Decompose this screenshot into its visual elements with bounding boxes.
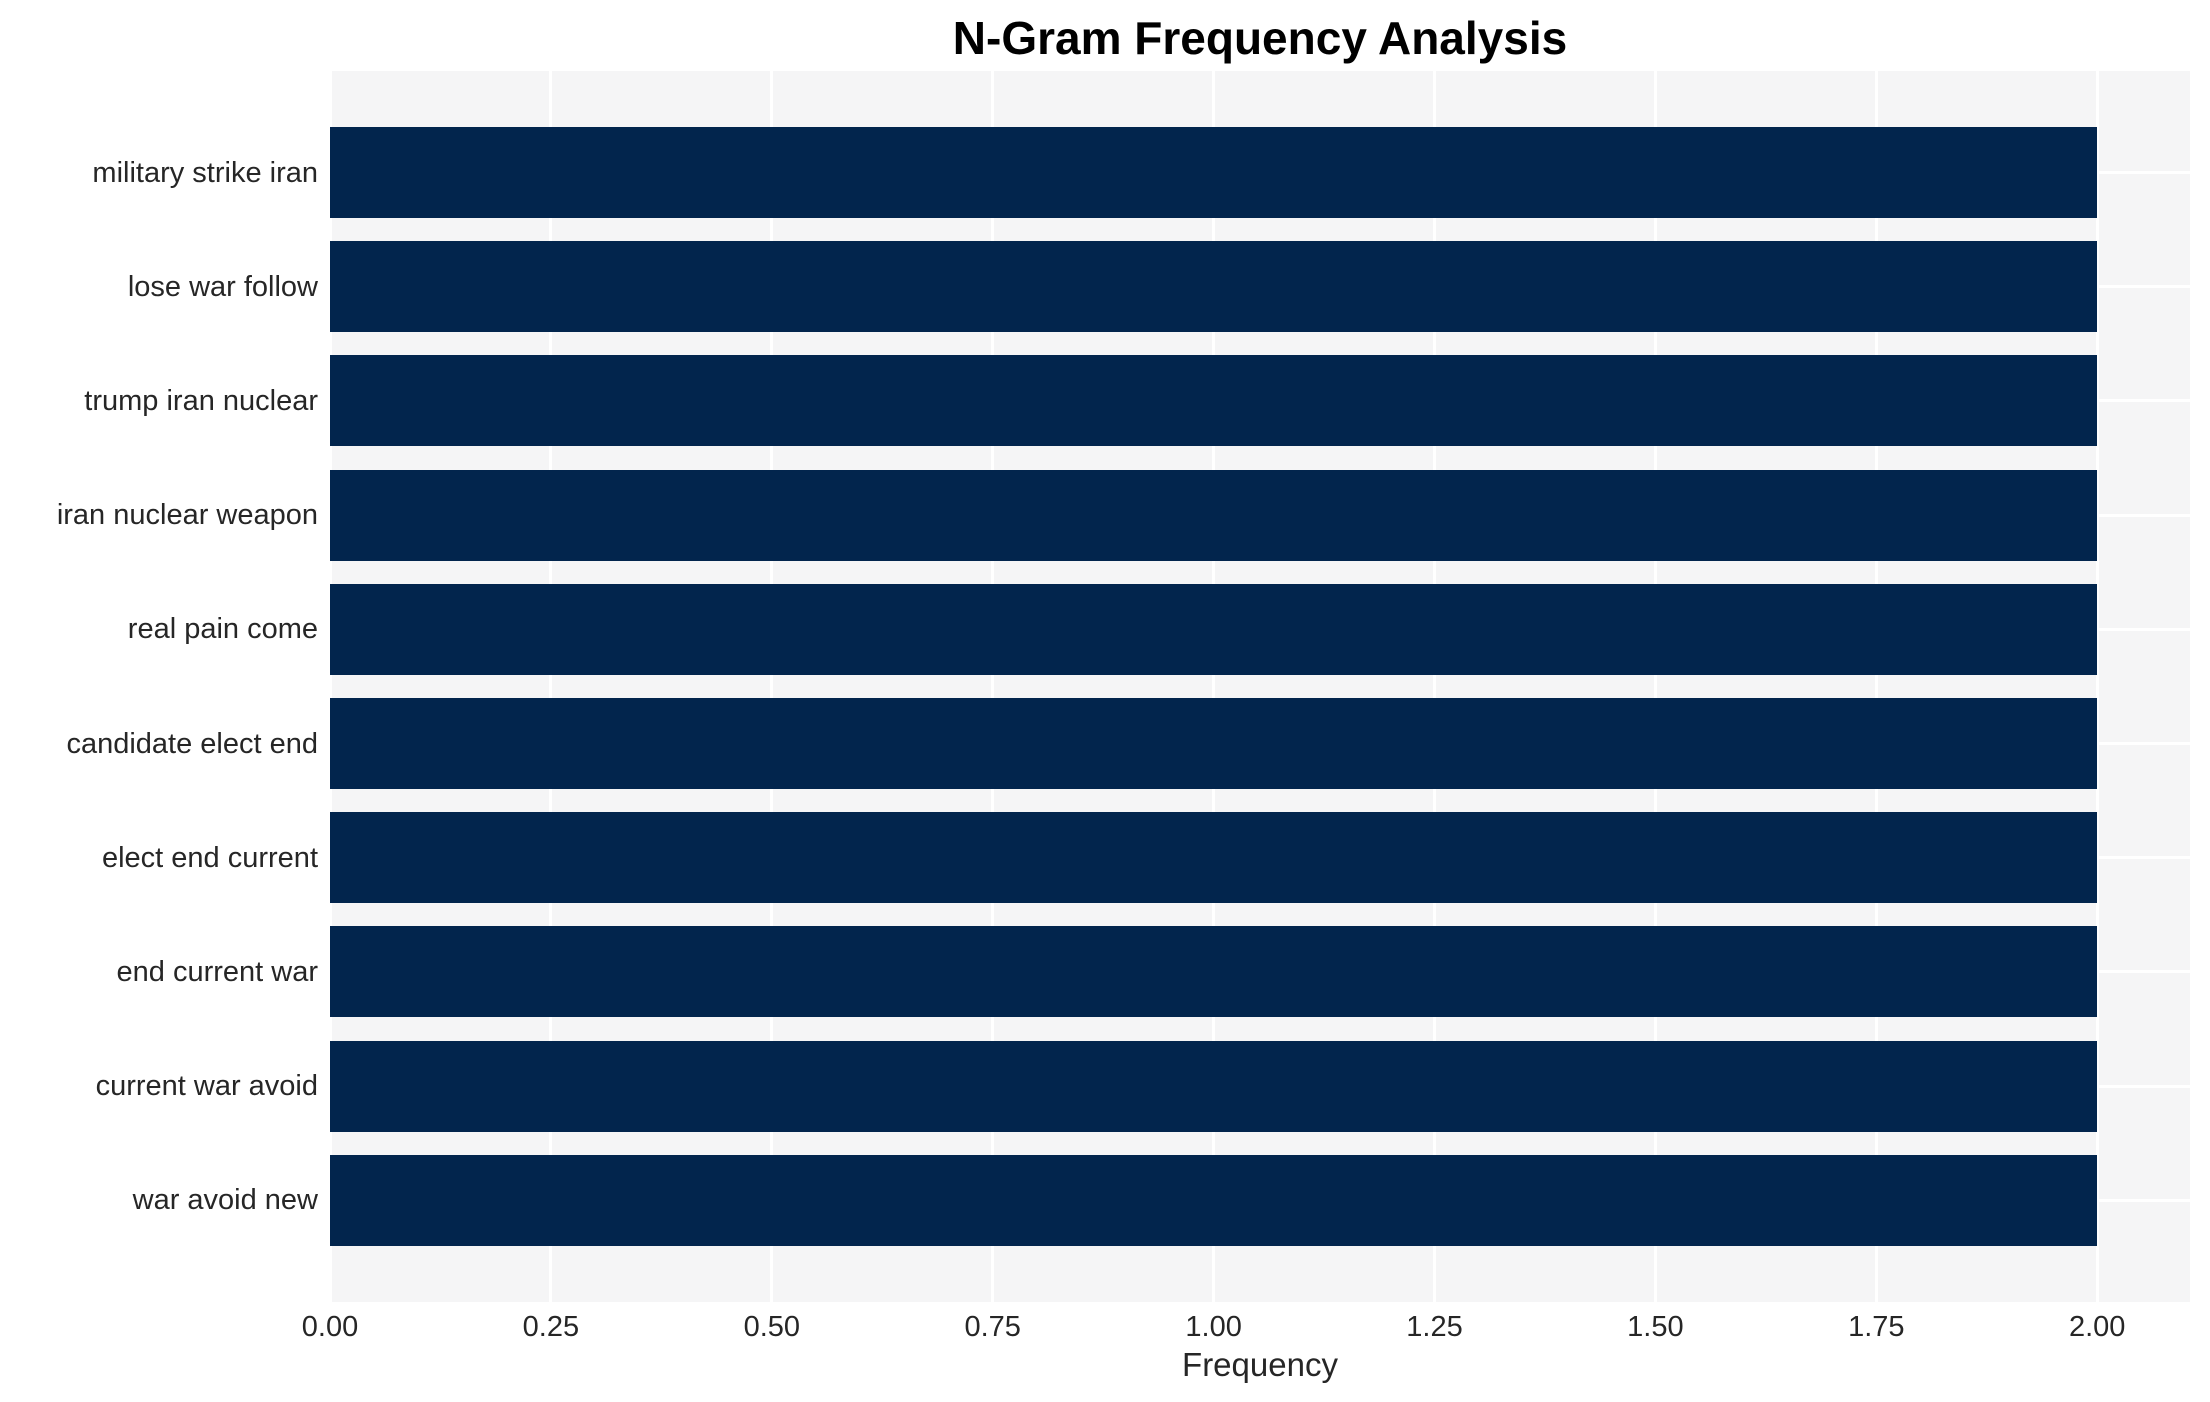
bar-iran-nuclear-weapon	[330, 469, 2098, 561]
x-tick-label: 1.25	[1406, 1311, 1463, 1343]
bar-lose-war-follow	[330, 241, 2098, 333]
x-tick-label: 0.75	[964, 1311, 1021, 1343]
bar-current-war-avoid	[330, 1040, 2098, 1132]
x-axis-label: Frequency	[1182, 1346, 1338, 1383]
y-tick-label: end current war	[116, 955, 319, 988]
y-tick-label: elect end current	[101, 841, 318, 874]
y-tick-label: trump iran nuclear	[84, 384, 318, 417]
x-tick-label: 0.25	[522, 1311, 580, 1343]
y-tick-label: military strike iran	[92, 156, 318, 189]
y-tick-label: candidate elect end	[66, 727, 318, 760]
bar-trump-iran-nuclear	[330, 355, 2098, 447]
x-tick-label: 1.75	[1848, 1311, 1905, 1343]
vertical-gridline	[330, 71, 332, 1302]
bar-elect-end-current	[330, 812, 2098, 904]
chart-title: N-Gram Frequency Analysis	[952, 12, 1568, 64]
vertical-gridline	[549, 71, 553, 1302]
vertical-gridline	[770, 71, 774, 1302]
vertical-gridline	[2095, 71, 2099, 1302]
y-tick-label: real pain come	[127, 613, 318, 646]
vertical-gridline	[991, 71, 995, 1302]
bar-military-strike-iran	[330, 127, 2098, 218]
vertical-gridline	[1433, 71, 1436, 1302]
x-tick-label: 0.50	[743, 1311, 801, 1343]
vertical-gridline	[1653, 71, 1657, 1302]
bar-war-avoid-new	[330, 1154, 2098, 1246]
plot-area	[330, 71, 2190, 1302]
x-tick-label: 2.00	[2068, 1311, 2126, 1343]
bar-real-pain-come	[330, 583, 2098, 675]
vertical-gridline	[1212, 71, 1216, 1302]
vertical-gridline	[1874, 71, 1878, 1302]
y-tick-label: war avoid new	[132, 1184, 318, 1217]
bar-candidate-elect-end	[330, 698, 2098, 789]
x-tick-label: 0.00	[301, 1311, 359, 1343]
bar-end-current-war	[330, 926, 2098, 1018]
x-tick-label: 1.50	[1627, 1311, 1684, 1343]
y-tick-label: lose war follow	[127, 270, 318, 303]
y-tick-label: iran nuclear weapon	[56, 499, 318, 532]
x-tick-label: 1.00	[1185, 1311, 1242, 1343]
y-tick-label: current war avoid	[95, 1070, 318, 1103]
